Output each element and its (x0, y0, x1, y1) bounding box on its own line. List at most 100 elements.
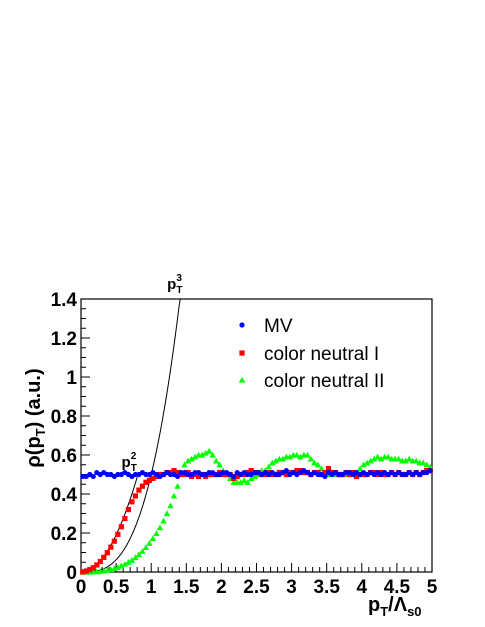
data-point (363, 459, 371, 466)
data-point (237, 479, 244, 485)
x-axis-title-sub2: s0 (407, 604, 421, 619)
data-point (405, 455, 413, 462)
data-point (423, 461, 430, 468)
series-0 (80, 468, 433, 480)
data-point (153, 530, 160, 536)
data-point (146, 539, 153, 546)
data-point (283, 468, 289, 474)
y-tick-label: 1.2 (51, 329, 77, 350)
data-point (269, 459, 276, 466)
data-point (286, 453, 294, 460)
legend-label: color neutral II (264, 371, 384, 392)
data-point (318, 465, 325, 472)
y-tick-label: 1.4 (51, 290, 78, 311)
data-point (314, 461, 322, 468)
data-point (325, 466, 332, 472)
data-point (90, 473, 96, 480)
data-point (171, 468, 177, 474)
legend-marker (239, 350, 245, 356)
x-tick-label: 0 (76, 577, 87, 598)
data-point (427, 468, 433, 474)
data-point (142, 544, 150, 551)
fit-curve-label: pT2 (122, 451, 137, 474)
x-tick-label: 2.5 (243, 577, 270, 598)
y-axis-title-prefix: ρ(p (23, 436, 45, 467)
data-point (174, 483, 181, 489)
y-axis-title-sub: T (33, 428, 48, 436)
data-point (129, 499, 135, 505)
data-point (114, 564, 122, 570)
data-point (174, 473, 181, 480)
x-tick-label: 1.5 (173, 577, 200, 598)
data-point (198, 451, 206, 458)
data-point (216, 461, 223, 468)
fit-curve (80, 477, 138, 573)
y-axis-title-suffix: ) (a.u.) (23, 368, 45, 428)
data-point (304, 451, 311, 458)
data-point (97, 558, 103, 565)
x-tick-label: 3.5 (313, 577, 340, 598)
data-point (122, 515, 128, 522)
x-axis-title-main: p (368, 594, 380, 616)
tick-labels: 0 0.5 1 1.5 2 2.5 3 3.5 4 4.5 5 0 0.2 0.4 0.6 0.8 1 1.2 1.… (51, 290, 438, 598)
y-tick-label: 0.8 (51, 407, 77, 428)
data-point (136, 487, 142, 493)
data-point (297, 453, 304, 460)
data-point (160, 517, 167, 524)
data-point (167, 502, 174, 509)
data-point (427, 463, 434, 470)
fit-curve (81, 298, 183, 573)
data-point (395, 455, 402, 462)
data-point (420, 459, 427, 466)
data-point (87, 567, 93, 573)
data-point (184, 457, 192, 464)
y-tick-label: 0.4 (51, 485, 78, 506)
data-point (80, 569, 86, 575)
data-point (174, 469, 181, 476)
data-point (202, 449, 209, 456)
data-point (241, 477, 248, 483)
data-point (143, 479, 149, 485)
data-point (244, 479, 251, 485)
series-1 (80, 466, 433, 575)
data-point (360, 461, 367, 468)
data-point (265, 463, 272, 470)
data-point (90, 565, 96, 571)
data-point (150, 475, 156, 481)
data-point (251, 473, 258, 480)
data-point (111, 538, 117, 544)
legend-marker (238, 376, 246, 383)
x-tick-label: 2 (216, 577, 227, 598)
data-point (231, 473, 237, 480)
data-point (248, 468, 254, 474)
x-tick-label: 0.5 (103, 577, 130, 598)
data-point (384, 453, 392, 460)
data-point (402, 457, 409, 464)
data-point (248, 475, 255, 481)
data-point (118, 562, 125, 569)
x-tick-label: 4.5 (384, 577, 411, 598)
data-point (191, 453, 199, 460)
data-point (125, 559, 132, 565)
data-point (356, 465, 364, 472)
data-point (132, 554, 139, 561)
data-point (293, 451, 301, 458)
x-tick-label: 5 (427, 577, 438, 598)
data-point (205, 447, 213, 454)
data-point (149, 535, 157, 542)
legend-label: MV (264, 316, 293, 337)
data-point (146, 477, 153, 483)
y-axis-title: ρ(pT) (a.u.) (23, 368, 48, 467)
data-point (128, 557, 136, 563)
data-point (374, 453, 381, 460)
data-point (125, 507, 131, 513)
data-point (294, 468, 300, 474)
legend-marker (239, 322, 245, 328)
data-point (283, 471, 289, 478)
data-point (279, 455, 287, 462)
data-point (272, 457, 280, 464)
data-point (115, 531, 121, 537)
data-point (170, 492, 178, 499)
data-point (367, 457, 374, 464)
